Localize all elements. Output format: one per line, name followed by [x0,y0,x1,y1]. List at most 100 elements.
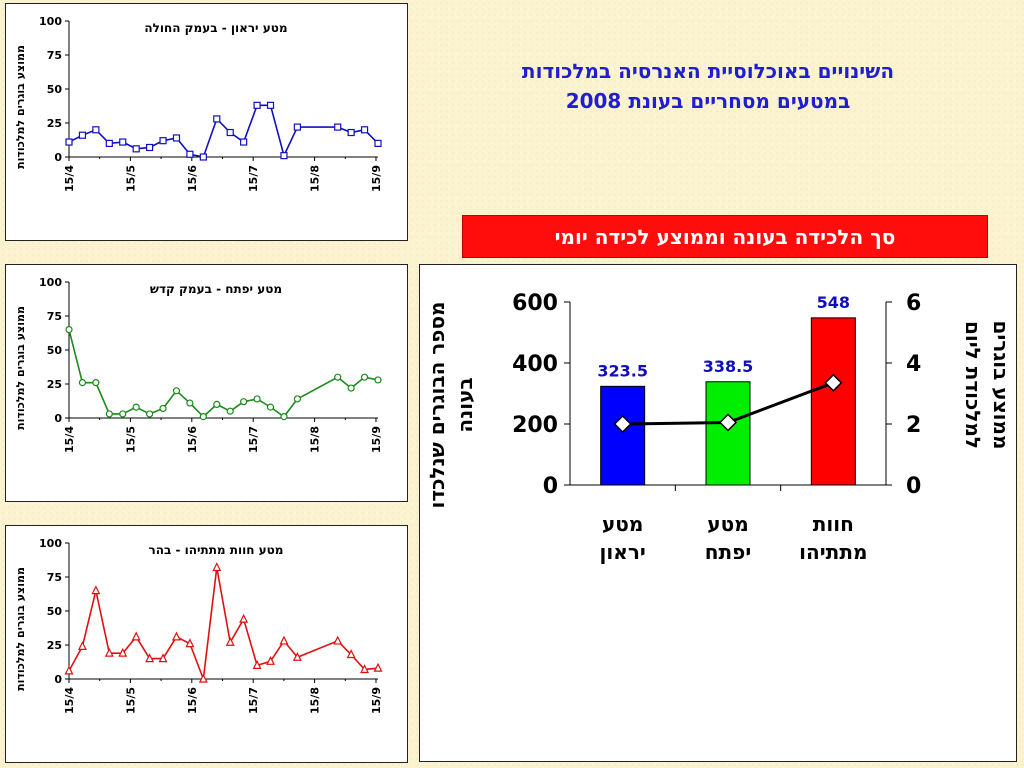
c1-data-point [159,404,167,413]
c2-y-tick-label: 25 [47,639,62,652]
c1-x-tick-label: 15/6 [186,426,199,453]
page-title: השינויים באוכלוסיית האנרסיה במלכודות במט… [418,56,998,116]
c1-data-point [132,403,140,411]
c0-data-point [334,123,342,131]
c2-data-point [360,664,370,674]
c0-data-point [253,101,261,109]
c0-y-tick-label: 75 [47,49,62,62]
c1-title: מטע יפתח - בעמק קדש [150,282,282,296]
c1-data-point [280,413,288,421]
c1-data-point [334,373,342,381]
page-title-line2: במטעים מסחריים בעונת 2008 [565,89,851,113]
bar-1 [705,381,751,486]
c2-x-tick-label: 15/7 [247,687,260,714]
bar-category-label: חוות [813,512,854,536]
c0-data-point [105,139,113,147]
c2-data-point [252,660,262,669]
c2-data-point [185,638,195,648]
c0-data-point [226,128,234,137]
avg-point [718,413,738,432]
c0-data-point [119,138,127,146]
c1-data-point [360,373,369,381]
bar-y-label: בעונה [453,377,477,432]
c1-data-point [293,395,301,403]
c0-data-point [146,143,154,152]
c2-data-point [212,562,222,572]
c0-x-tick-label: 15/7 [247,165,260,192]
bar-chart-summary: 0 200 400 600 0 2 4 6 323.5 338.5 548 מטע יראון מטע יפ… [425,291,1013,564]
bar-y-tick-label: 600 [512,291,558,316]
c0-data-point [280,152,288,160]
bar-y2-tick-label: 4 [906,352,921,377]
c1-y-tick-label: 75 [47,310,62,323]
c0-data-point [65,138,73,146]
summary-chart-panel: 0 200 400 600 0 2 4 6 323.5 338.5 548 מטע יראון מטע יפ… [419,264,1017,762]
c1-data-point [213,400,221,408]
c1-y-label: ממוצע בוגרים למלכודות [14,306,27,430]
c2-data-point [225,636,235,646]
c1-y-tick-label: 0 [54,412,62,425]
summary-banner: סך הלכידה בעונה וממוצע לכידה יומי [462,215,988,258]
c0-data-point [347,128,355,137]
c0-y-tick-label: 50 [47,83,63,96]
c0-data-point [240,138,248,146]
c0-y-tick-label: 25 [47,117,62,130]
c1-y-tick-label: 100 [39,276,62,289]
c0-x-tick-label: 15/9 [370,165,383,192]
c0-data-point [172,134,181,142]
c2-data-point [131,631,141,641]
c2-data-point [292,651,302,661]
c1-data-point [266,403,275,411]
c1-x-tick-label: 15/8 [309,426,322,453]
c0-data-point [78,131,87,139]
c1-x-tick-label: 15/5 [124,426,137,453]
c1-data-point [186,399,194,407]
c1-data-point [240,398,248,406]
c0-data-point [213,115,221,123]
c0-title: מטע יראון - בעמק החולה [144,21,287,35]
bar-y2-label: למלכודת ליום [961,321,985,449]
bar-y2-tick-label: 2 [906,413,921,438]
c1-data-point [253,395,261,403]
c2-data-point [158,653,168,663]
c2-y-tick-label: 0 [54,673,62,686]
c1-data-point [65,325,73,334]
c1-data-point [146,410,154,418]
c1-data-point [119,410,127,418]
line-chart-yiron: 100 75 50 25 015/4 15/5 15/6 15/7 15/8 15/9 ממוצע … [14,15,383,192]
c2-data-point [373,662,383,672]
bar-0 [600,385,646,486]
c2-series-line [68,567,379,680]
c1-data-point [226,407,234,415]
c0-series-line [68,104,379,158]
bar-category-label: מטע [707,512,748,536]
c2-data-point [172,631,181,641]
c2-x-tick-label: 15/9 [370,687,383,714]
c2-data-point [346,649,356,659]
c1-data-point [374,376,382,384]
bar-y2-tick-label: 6 [906,291,921,316]
c2-data-point [118,647,128,657]
c2-title: מטע חוות מתתיהו - בהר [149,543,284,557]
c2-data-point [104,647,114,657]
line-chart-yiftah: 100 75 50 25 015/4 15/5 15/6 15/7 15/8 15/9 ממוצע … [14,276,383,453]
c1-data-point [172,387,181,395]
bar-category-label: יפתח [705,540,751,564]
c1-x-tick-label: 15/7 [247,426,260,453]
c1-data-point [92,379,100,387]
c0-x-tick-label: 15/4 [63,165,76,192]
avg-point [824,373,843,392]
c2-x-tick-label: 15/6 [186,687,199,714]
c0-y-label: ממוצע בוגרים למלכודות [14,45,27,169]
c2-data-point [333,635,343,645]
c0-data-point [186,150,194,158]
c2-x-tick-label: 15/4 [63,687,76,714]
c2-data-point [91,585,101,595]
c2-data-point [64,665,74,675]
bar-value-label: 338.5 [703,357,754,376]
c1-data-point [347,384,355,392]
bar-y-label: מספר הבוגרים שנלכדו [425,301,449,508]
c0-data-point [132,145,140,153]
c0-data-point [199,153,207,161]
bar-y2-tick-label: 0 [906,474,921,499]
